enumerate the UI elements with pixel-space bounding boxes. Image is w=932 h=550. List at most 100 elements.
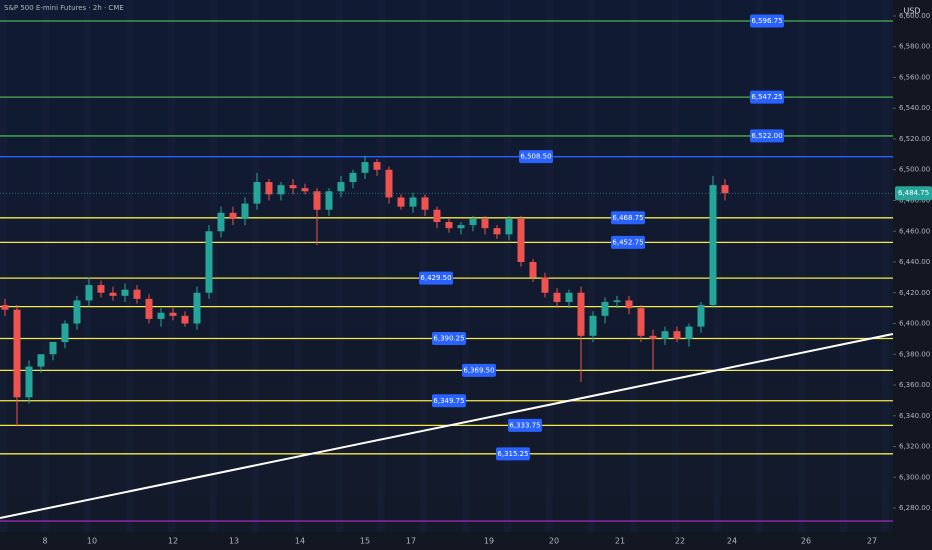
candle-body — [61, 323, 69, 342]
candle-body — [661, 331, 669, 339]
candle-body — [361, 162, 369, 173]
level-tag: 6,522.00 — [750, 129, 784, 143]
x-tick-label: 15 — [360, 537, 370, 546]
x-tick-label: 24 — [727, 537, 737, 546]
x-tick-label: 26 — [801, 537, 811, 546]
candle-body — [193, 292, 201, 324]
candle-body — [541, 277, 549, 293]
time-axis — [0, 532, 893, 550]
candle-body — [685, 326, 693, 339]
candle-body — [265, 182, 273, 195]
chart-title: S&P 500 E-mini Futures · 2h · CME — [4, 4, 124, 12]
level-tag: 6,508.50 — [519, 150, 553, 164]
candle-body — [157, 312, 165, 319]
y-tick-label: 6,460.00 — [899, 227, 930, 235]
level-tag-box — [750, 90, 784, 104]
session-stripe — [84, 0, 91, 532]
candle-body — [673, 331, 681, 339]
session-stripe — [252, 0, 259, 532]
x-tick-label: 27 — [867, 537, 877, 546]
candle-body — [421, 197, 429, 210]
level-tag-label: 6,429.50 — [420, 274, 451, 282]
y-tick-label: 6,360.00 — [899, 381, 930, 389]
last-price-label: 6,484.75 — [898, 189, 929, 197]
candle-body — [409, 197, 417, 207]
candle-body — [445, 222, 453, 229]
y-tick-label: 6,580.00 — [899, 43, 930, 51]
level-tag-label: 6,369.50 — [463, 366, 494, 374]
level-tag-label: 6,390.25 — [433, 334, 464, 342]
candle-body — [385, 169, 393, 198]
level-tag-box — [462, 363, 496, 377]
level-tag-box — [508, 418, 542, 432]
level-tag: 6,333.75 — [508, 418, 542, 432]
candle-body — [229, 212, 237, 219]
level-tag-label: 6,349.75 — [433, 397, 464, 405]
level-tag: 6,452.75 — [611, 235, 645, 249]
candle-body — [577, 292, 585, 336]
y-tick-label: 6,540.00 — [899, 104, 930, 112]
candle-body — [1, 305, 9, 310]
candle-body — [481, 218, 489, 229]
session-stripe — [420, 0, 427, 532]
session-stripe — [168, 0, 175, 532]
candle-body — [313, 191, 321, 210]
candle-body — [433, 209, 441, 223]
y-tick-label: 6,560.00 — [899, 73, 930, 81]
level-tag-box — [432, 394, 466, 408]
last-price-box — [895, 186, 932, 201]
session-stripe — [546, 0, 553, 532]
candle-body — [277, 185, 285, 195]
candle-body — [601, 301, 609, 316]
candle-body — [637, 308, 645, 336]
level-tag: 6,596.75 — [750, 14, 784, 28]
candle-body — [457, 225, 465, 229]
level-tag-box — [496, 447, 530, 461]
level-tag-label: 6,522.00 — [751, 132, 782, 140]
session-stripe — [462, 0, 469, 532]
candle-body — [97, 285, 105, 293]
session-stripe — [0, 0, 7, 532]
candle-body — [349, 172, 357, 183]
candle-body — [613, 300, 621, 302]
y-tick-label: 6,320.00 — [899, 443, 930, 451]
candle-body — [397, 197, 405, 207]
session-stripe — [210, 0, 217, 532]
candle-body — [337, 182, 345, 192]
candle-body — [205, 231, 213, 293]
session-stripe — [42, 0, 49, 532]
candle-body — [37, 354, 45, 367]
candle-body — [145, 298, 153, 319]
session-stripe — [378, 0, 385, 532]
x-tick-label: 13 — [229, 537, 239, 546]
x-tick-label: 17 — [406, 537, 416, 546]
candle-body — [505, 218, 513, 235]
level-tag: 6,547.25 — [750, 90, 784, 104]
candle-body — [133, 289, 141, 299]
session-stripe — [294, 0, 301, 532]
candle-body — [625, 300, 633, 309]
price-axis — [893, 0, 932, 550]
candle-body — [553, 292, 561, 302]
candle-body — [709, 185, 717, 306]
session-stripe — [126, 0, 133, 532]
level-tag-box — [750, 129, 784, 143]
y-tick-label: 6,480.00 — [899, 196, 930, 204]
level-tag-label: 6,547.25 — [751, 93, 782, 101]
session-stripe — [882, 0, 889, 532]
y-tick-label: 6,380.00 — [899, 350, 930, 358]
y-tick-label: 6,520.00 — [899, 135, 930, 143]
session-stripe — [630, 0, 637, 532]
candle-body — [217, 212, 225, 232]
candle-body — [493, 228, 501, 235]
currency: USD — [903, 7, 920, 16]
level-tag: 6,468.75 — [611, 211, 645, 225]
candle-body — [721, 185, 729, 194]
level-tag-box — [419, 271, 453, 285]
candle-body — [589, 315, 597, 336]
level-tag-label: 6,596.75 — [751, 17, 782, 25]
candle-body — [85, 285, 93, 301]
level-tag-label: 6,508.50 — [520, 153, 551, 161]
candle-body — [469, 218, 477, 226]
level-tag: 6,390.25 — [432, 331, 466, 345]
